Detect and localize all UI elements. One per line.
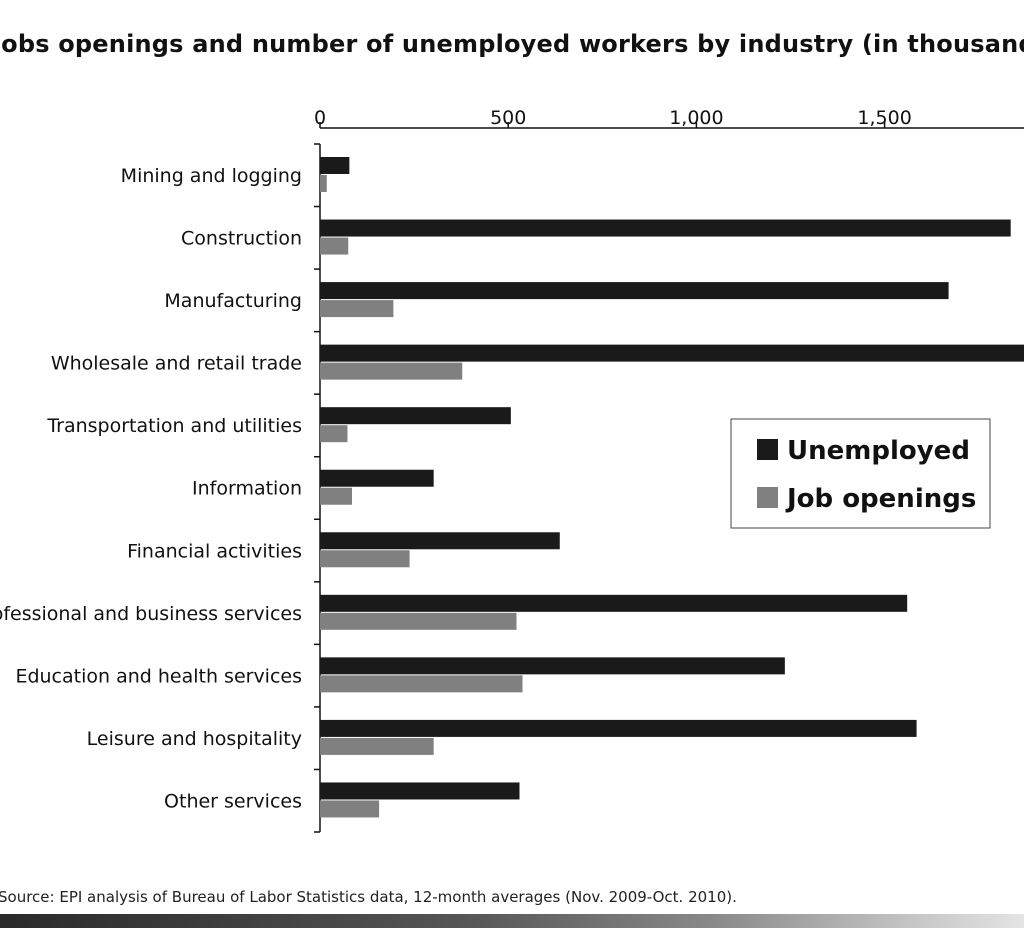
bar-job-openings <box>320 425 348 443</box>
bar-job-openings <box>320 612 517 630</box>
category-labels: Mining and logging Construction Manufactur… <box>0 165 302 812</box>
legend-box <box>730 418 991 529</box>
bar-unemployed <box>320 219 1011 237</box>
legend: Unemployed Job openings <box>730 418 991 529</box>
source-footnote: Source: EPI analysis of Bureau of Labor … <box>0 888 737 906</box>
x-axis: 0 500 1,000 1,500 <box>314 107 1024 129</box>
category-label: Construction <box>181 228 302 250</box>
category-label: Education and health services <box>15 665 302 687</box>
bar-unemployed <box>320 657 785 675</box>
bar-job-openings <box>320 487 352 505</box>
bar-job-openings <box>320 675 523 693</box>
category-label: Information <box>192 478 302 500</box>
footer-gradient-bar <box>0 914 1024 928</box>
category-label: Transportation and utilities <box>46 415 302 437</box>
legend-label-unemployed: Unemployed <box>787 436 970 466</box>
x-tick-label: 500 <box>490 107 526 129</box>
legend-swatch-job-openings <box>757 487 778 508</box>
bar-unemployed <box>320 594 908 612</box>
category-label: Financial activities <box>127 540 302 562</box>
x-tick-label: 0 <box>314 107 326 129</box>
bar-job-openings <box>320 737 434 755</box>
bar-unemployed <box>320 157 350 174</box>
x-tick-label: 1,500 <box>857 107 911 129</box>
bar-unemployed <box>320 407 511 425</box>
category-label: Other services <box>164 790 302 812</box>
bar-unemployed <box>320 782 520 800</box>
bar-job-openings <box>320 550 410 568</box>
category-label: Mining and logging <box>121 165 302 187</box>
legend-label-job-openings: Job openings <box>785 484 976 514</box>
bar-job-openings <box>320 175 327 192</box>
category-label: Wholesale and retail trade <box>51 353 302 375</box>
bar-job-openings <box>320 300 394 318</box>
x-tick-label: 1,000 <box>669 107 723 129</box>
bar-unemployed <box>320 719 917 737</box>
bar-unemployed <box>320 532 560 550</box>
category-label: Leisure and hospitality <box>87 728 302 750</box>
bar-unemployed <box>320 469 434 487</box>
category-label: Manufacturing <box>164 290 302 312</box>
bar-job-openings <box>320 362 463 380</box>
bar-unemployed <box>320 282 949 300</box>
bar-unemployed <box>320 344 1024 362</box>
bars <box>320 157 1024 818</box>
bar-job-openings <box>320 237 349 255</box>
y-axis <box>314 143 321 833</box>
category-label: Professional and business services <box>0 603 302 625</box>
legend-swatch-unemployed <box>757 439 778 460</box>
bar-job-openings <box>320 800 380 818</box>
chart-title: Jobs openings and number of unemployed w… <box>0 30 1024 58</box>
